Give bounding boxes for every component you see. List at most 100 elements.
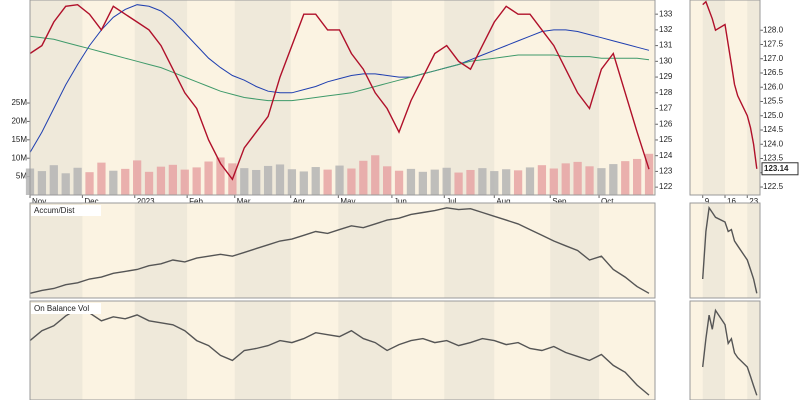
- volume-bar: [585, 166, 594, 195]
- volume-bar: [335, 165, 344, 195]
- volume-bar: [609, 164, 618, 195]
- x-tick-label: Jul: [446, 197, 456, 206]
- month-band: [30, 301, 83, 400]
- volume-bar: [478, 168, 487, 195]
- volume-bar: [311, 167, 320, 195]
- series-line: [702, 205, 758, 294]
- y-tick-label: 125: [659, 135, 673, 144]
- volume-bar: [347, 168, 356, 195]
- month-band: [702, 203, 725, 298]
- volume-bar: [633, 158, 642, 195]
- y-tick-label: 131: [659, 41, 673, 50]
- month-band: [444, 301, 495, 400]
- month-band: [134, 203, 188, 298]
- y-tick-label: 127.5: [763, 40, 784, 49]
- x-tick-label: Nov: [32, 197, 46, 206]
- volume-bar: [359, 160, 368, 195]
- volume-bar: [121, 168, 130, 195]
- month-band: [338, 301, 392, 400]
- y2-tick-label: 10M: [11, 153, 27, 162]
- volume-bar: [156, 166, 166, 195]
- x-tick-label: Jun: [394, 197, 407, 206]
- volume-bar: [180, 169, 189, 195]
- month-band: [702, 0, 725, 195]
- series-line: [29, 308, 650, 396]
- volume-bar: [442, 167, 451, 195]
- volume-bar: [513, 170, 523, 195]
- month-band: [338, 203, 392, 298]
- x-tick-label: 16: [727, 197, 736, 206]
- volume-bar: [192, 167, 201, 195]
- series-line: [29, 3, 650, 181]
- y-tick-label: 128.0: [763, 25, 784, 34]
- volume-bar: [383, 166, 392, 195]
- volume-bar: [430, 169, 439, 195]
- volume-bar: [133, 160, 142, 195]
- volume-bar: [644, 153, 654, 195]
- volume-bar: [109, 170, 118, 195]
- x-tick-label: Sep: [552, 197, 567, 206]
- y-tick-label: 123.5: [763, 154, 784, 163]
- y-tick-label: 124.5: [763, 125, 784, 134]
- volume-bar: [263, 165, 273, 195]
- volume-bar: [73, 167, 82, 195]
- y-tick-label: 125.0: [763, 111, 784, 120]
- volume-bar: [97, 162, 106, 195]
- volume-bar: [549, 168, 558, 195]
- volume-bar: [525, 167, 535, 195]
- month-band: [134, 301, 188, 400]
- panel-border: [689, 300, 761, 400]
- month-band: [234, 301, 291, 400]
- month-band: [550, 301, 600, 400]
- month-band: [134, 0, 188, 195]
- panel-title: Accum/Dist: [34, 206, 75, 215]
- y-tick-label: 130: [659, 56, 673, 65]
- panel-title-box: [31, 303, 101, 314]
- x-tick-label: Mar: [237, 197, 251, 206]
- panel-border: [29, 300, 656, 400]
- volume-bar: [49, 165, 58, 195]
- volume-bar: [561, 163, 570, 195]
- volume-bar: [85, 172, 94, 195]
- volume-bar: [502, 169, 511, 195]
- volume-bar: [204, 161, 213, 195]
- volume-bar: [144, 171, 154, 195]
- volume-bar: [287, 169, 297, 195]
- volume-bar: [252, 169, 261, 195]
- x-tick-label: Dec: [84, 197, 98, 206]
- volume-bar: [61, 173, 70, 195]
- x-tick-label: Feb: [189, 197, 203, 206]
- y-tick-label: 124.0: [763, 139, 784, 148]
- volume-bar: [37, 171, 47, 195]
- last-price-box: [761, 162, 799, 176]
- series-line: [29, 4, 650, 153]
- volume-bar: [418, 171, 427, 195]
- x-tick-label: Apr: [293, 197, 306, 206]
- volume-bar: [454, 172, 463, 195]
- panel-border: [29, 0, 656, 196]
- y2-tick-label: 25M: [11, 98, 27, 107]
- series-line: [702, 308, 758, 396]
- volume-bar: [597, 168, 606, 195]
- panel-border: [29, 202, 656, 299]
- month-band: [444, 0, 495, 195]
- y-tick-label: 122: [659, 182, 673, 191]
- y-tick-label: 129: [659, 72, 673, 81]
- volume-bar: [490, 171, 499, 195]
- month-band: [444, 203, 495, 298]
- volume-bar: [406, 168, 416, 195]
- volume-bar: [537, 165, 547, 195]
- month-band: [550, 203, 600, 298]
- panel-title: On Balance Vol: [34, 304, 89, 313]
- panel-title-box: [31, 205, 101, 216]
- y-tick-label: 126.0: [763, 82, 784, 91]
- series-line: [29, 35, 650, 102]
- month-band: [747, 203, 760, 298]
- month-band: [747, 0, 760, 195]
- volume-bar: [168, 164, 177, 195]
- volume-bar: [240, 168, 249, 195]
- volume-bar: [466, 169, 475, 195]
- volume-bar: [394, 170, 404, 195]
- x-tick-label: 2023: [137, 197, 155, 206]
- y2-tick-label: 5M: [16, 172, 27, 181]
